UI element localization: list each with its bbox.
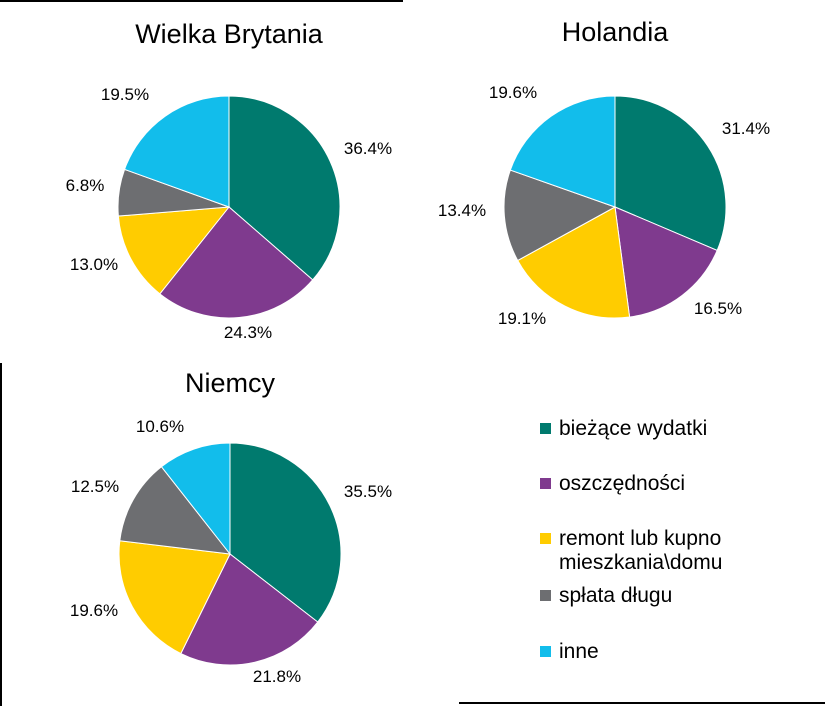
pie-slice xyxy=(180,553,319,666)
data-label: 19.5% xyxy=(101,85,149,104)
legend-item: bieżące wydatki xyxy=(540,417,707,441)
data-label: 19.6% xyxy=(70,601,118,620)
bottom-divider-line xyxy=(459,702,825,704)
legend-item: remont lub kupno mieszkania\domu xyxy=(540,527,722,575)
chart-title: Wielka Brytania xyxy=(135,19,324,49)
square-swatch-icon xyxy=(540,423,551,434)
pie-slice xyxy=(614,206,718,318)
top-divider-line xyxy=(0,0,403,2)
square-swatch-icon xyxy=(540,590,551,601)
data-label: 12.5% xyxy=(71,477,119,496)
pie-slice xyxy=(159,206,314,319)
legend-label: bieżące wydatki xyxy=(559,417,708,440)
data-label: 13.0% xyxy=(70,255,118,274)
pie-slice xyxy=(614,95,727,252)
square-swatch-icon xyxy=(540,533,551,544)
data-label: 21.8% xyxy=(253,667,301,686)
data-label: 31.4% xyxy=(722,119,770,138)
pie-slice xyxy=(119,466,232,555)
legend-label: remont lub kupno mieszkania\domu xyxy=(559,527,723,574)
pie-slice xyxy=(517,206,631,319)
data-label: 16.5% xyxy=(694,299,742,318)
legend-item: oszczędności xyxy=(540,472,685,496)
pie-slice xyxy=(118,540,231,655)
data-label: 10.6% xyxy=(136,417,184,436)
legend-label: spłata długu xyxy=(559,584,673,607)
pie-slice xyxy=(229,442,342,623)
data-label: 13.4% xyxy=(438,201,486,220)
chart-title: Niemcy xyxy=(185,368,276,398)
square-swatch-icon xyxy=(540,646,551,657)
left-divider-line xyxy=(0,363,2,706)
legend-label: inne xyxy=(559,640,599,663)
data-label: 36.4% xyxy=(344,139,392,158)
data-label: 35.5% xyxy=(344,482,392,501)
pie-chart: Holandia 31.4% 16.5% 19.1% 13.4% 19.6% xyxy=(438,17,770,328)
pie-slice xyxy=(123,95,230,208)
data-label: 24.3% xyxy=(224,323,272,342)
pie-chart: Wielka Brytania 36.4% 24.3% 13.0% 6.8% 19.5% xyxy=(66,19,392,342)
pie-slice xyxy=(503,169,617,262)
chart-title: Holandia xyxy=(562,17,670,47)
pie-slice xyxy=(117,206,231,295)
legend-item: inne xyxy=(540,640,599,664)
pie-slice xyxy=(160,442,231,556)
pie-chart: Niemcy 35.5% 21.8% 19.6% 12.5% 10.6% xyxy=(70,368,392,686)
square-swatch-icon xyxy=(540,478,551,489)
data-label: 19.6% xyxy=(489,83,537,102)
pie-slice xyxy=(509,95,616,208)
legend-label: oszczędności xyxy=(559,472,686,495)
legend-item: spłata długu xyxy=(540,584,672,608)
data-label: 6.8% xyxy=(66,176,105,195)
pie-slice xyxy=(228,95,341,281)
data-label: 19.1% xyxy=(498,309,546,328)
